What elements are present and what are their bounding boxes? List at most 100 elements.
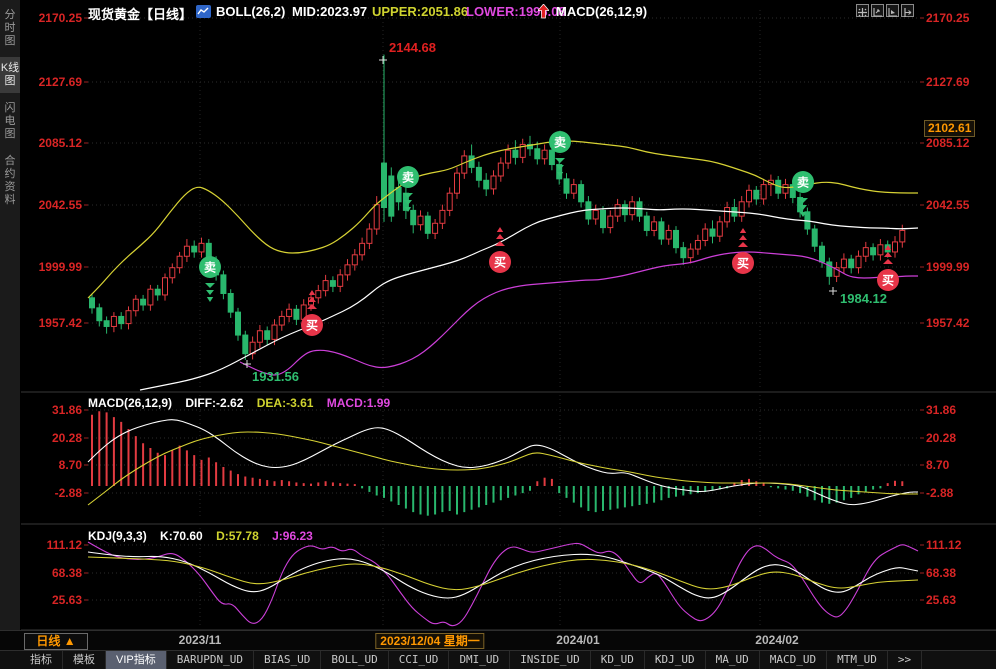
candle-up [607, 215, 614, 229]
fit-right-axis-icon[interactable] [886, 4, 899, 17]
buy-signal-marker: 买 [489, 227, 511, 273]
candle-up [892, 241, 898, 253]
candle-down [191, 245, 198, 253]
indicator-tab-barupdn_ud[interactable]: BARUPDN_UD [167, 651, 254, 669]
axis-price-label: 2085.12 [38, 136, 82, 150]
boll-mid-value: MID:2023.97 [292, 4, 368, 19]
kdj-title: KDJ(9,3,3) [88, 529, 147, 543]
candle-up [278, 315, 285, 326]
candle-up [738, 201, 745, 217]
svg-text:卖: 卖 [204, 260, 216, 275]
sidebar-tab-item[interactable]: 闪电图 [4, 102, 16, 140]
boll-upper-line [87, 140, 918, 299]
axis-price-label: 1957.42 [38, 316, 82, 330]
candle-down [548, 149, 555, 166]
indicator-tab-[interactable]: 指标 [20, 651, 63, 669]
candle-down [848, 258, 855, 269]
period-selector-button[interactable]: 日线 ▲ [24, 633, 88, 650]
axis-price-label: -2.88 [54, 486, 82, 500]
candle-up [833, 267, 840, 277]
macd-dea-value: DEA:-3.61 [256, 396, 314, 410]
indicator-tab-vip[interactable]: VIP指标 [106, 651, 167, 669]
indicator-tab-kdj_ud[interactable]: KDJ_UD [645, 651, 706, 669]
candle-up [461, 155, 468, 174]
indicator-tab-[interactable]: >> [888, 651, 923, 669]
candle-down [673, 229, 679, 249]
indicator-tab-boll_ud[interactable]: BOLL_UD [321, 651, 389, 669]
sidebar-tab-active[interactable]: K线图 [0, 57, 20, 93]
sell-signal-marker: 卖 [549, 131, 571, 177]
date-label: 2024/01 [556, 633, 600, 647]
candle-up [198, 242, 205, 253]
axis-price-label: 8.70 [926, 458, 950, 472]
candle-up [439, 209, 446, 224]
candle-up [373, 204, 380, 230]
candle-down [475, 166, 482, 181]
fit-left-axis-icon[interactable] [871, 4, 884, 17]
kdj-panel-title: KDJ(9,3,3) K:70.60 D:57.78 J:96.23 [88, 529, 323, 543]
boll-lower-line [239, 251, 918, 376]
axis-price-label: 68.38 [51, 566, 82, 580]
candle-up [490, 175, 497, 190]
sidebar-tab-item[interactable]: 合约资料 [4, 155, 16, 206]
crosshair-icon[interactable] [856, 4, 869, 17]
indicator-tab-inside_ud[interactable]: INSIDE_UD [510, 651, 591, 669]
indicator-tab-bias_ud[interactable]: BIAS_UD [254, 651, 322, 669]
candle-up [782, 184, 789, 194]
candle-up [899, 229, 906, 243]
macd-indicator-label: MACD(26,12,9) [556, 4, 648, 19]
candle-up [271, 324, 278, 340]
candle-up [454, 172, 460, 194]
buy-signal-marker: 买 [877, 245, 899, 291]
macd-diff-value: DIFF:-2.62 [185, 396, 244, 410]
candle-up [344, 264, 351, 276]
axis-price-label: 25.63 [926, 593, 957, 607]
indicator-tab-ma_ud[interactable]: MA_UD [706, 651, 760, 669]
date-label: 2024/02 [755, 633, 799, 647]
axis-price-label: 1957.42 [926, 316, 970, 330]
axis-price-label: 20.28 [926, 431, 957, 445]
sidebar-tab-item[interactable]: 分时图 [4, 9, 16, 47]
indicator-tab-macd_ud[interactable]: MACD_UD [760, 651, 828, 669]
candle-down [753, 189, 760, 200]
kdj-j-value: J:96.23 [272, 529, 313, 543]
axis-price-label: 8.70 [58, 458, 82, 472]
macd-diff-line [87, 419, 918, 506]
svg-text:1931.56: 1931.56 [252, 369, 299, 384]
candle-up [256, 330, 263, 343]
buy-signal-marker: 买 [301, 290, 323, 336]
candle-up [760, 184, 767, 200]
candle-down [826, 261, 833, 277]
indicator-tab-[interactable]: 模板 [63, 651, 106, 669]
candle-down [468, 155, 475, 168]
indicator-tab-cci_ud[interactable]: CCI_UD [389, 651, 450, 669]
candle-down [819, 245, 825, 263]
candle-up [322, 280, 329, 292]
candle-down [483, 179, 490, 190]
candle-down [709, 228, 716, 237]
candle-down [388, 175, 395, 217]
boll-indicator-label: BOLL(26,2) [216, 4, 286, 19]
axis-price-label: 2127.69 [926, 75, 970, 89]
axis-price-label: 25.63 [51, 593, 82, 607]
goto-latest-icon[interactable] [901, 4, 914, 17]
candle-up [147, 288, 154, 306]
candle-up [694, 239, 701, 250]
indicator-tab-kd_ud[interactable]: KD_UD [591, 651, 645, 669]
svg-text:买: 买 [737, 257, 749, 271]
selected-date-label: 2023/12/04 星期一 [375, 633, 485, 649]
indicator-tab-bar: 指标 模板 VIP指标 BARUPDN_UD BIAS_UD BOLL_UD CCI_UD D… [0, 651, 996, 669]
candle-up [162, 277, 168, 296]
candle-up [286, 308, 293, 317]
axis-price-label: 31.86 [926, 403, 957, 417]
candle-up [169, 267, 176, 279]
candle-up [724, 207, 731, 223]
candle-up [570, 184, 577, 194]
indicator-tab-mtm_ud[interactable]: MTM_UD [827, 651, 888, 669]
line-chart-icon [196, 5, 211, 18]
indicator-tab-dmi_ud[interactable]: DMI_UD [449, 651, 511, 669]
candle-down [424, 215, 431, 234]
candle-down [658, 221, 665, 240]
buy-signal-marker: 买 [732, 228, 754, 274]
